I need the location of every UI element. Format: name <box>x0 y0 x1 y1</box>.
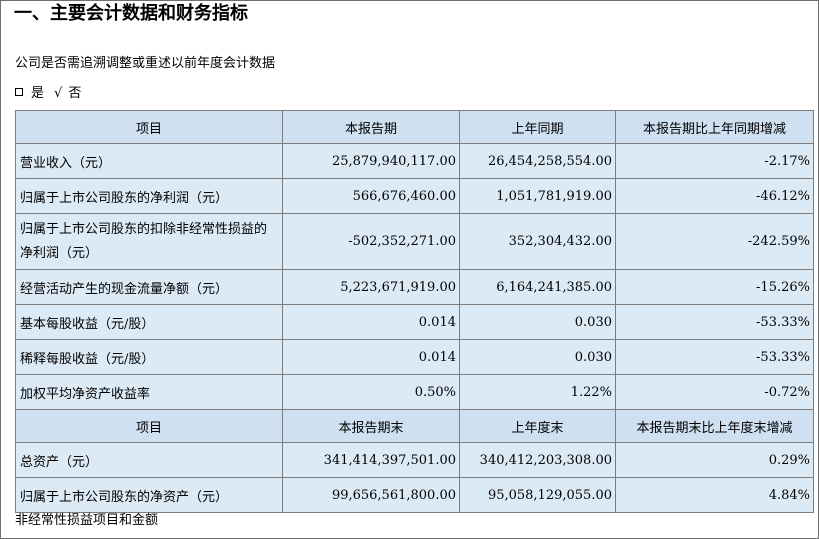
table-row: 营业收入（元） 25,879,940,117.00 26,454,258,554… <box>15 143 814 179</box>
non-recurring-items-heading: 非经常性损益项目和金额 <box>15 513 159 528</box>
row-prior: 6,164,241,385.00 <box>459 269 616 305</box>
row-current: 341,414,397,501.00 <box>282 442 460 478</box>
table-row: 稀释每股收益（元/股） 0.014 0.030 -53.33% <box>15 339 814 375</box>
row-current: 25,879,940,117.00 <box>282 143 460 179</box>
row-prior: 0.030 <box>459 339 616 375</box>
row-item: 加权平均净资产收益率 <box>15 374 283 410</box>
row-change: 0.29% <box>615 442 814 478</box>
table-row: 总资产（元） 341,414,397,501.00 340,412,203,30… <box>15 442 814 478</box>
row-item: 经营活动产生的现金流量净额（元） <box>15 269 283 305</box>
row-item: 总资产（元） <box>15 442 283 478</box>
row-change: -2.17% <box>615 143 814 179</box>
row-item: 基本每股收益（元/股） <box>15 304 283 340</box>
row-item: 归属于上市公司股东的净资产（元） <box>15 477 283 513</box>
row-prior: 340,412,203,308.00 <box>459 442 616 478</box>
table-row: 归属于上市公司股东的净资产（元） 99,656,561,800.00 95,05… <box>15 477 814 513</box>
table-row: 加权平均净资产收益率 0.50% 1.22% -0.72% <box>15 374 814 410</box>
row-current: 566,676,460.00 <box>282 178 460 214</box>
row-item: 稀释每股收益（元/股） <box>15 339 283 375</box>
section-title: 一、主要会计数据和财务指标 <box>14 3 248 24</box>
row-current: 0.50% <box>282 374 460 410</box>
row-prior: 1,051,781,919.00 <box>459 178 616 214</box>
yes-label: 是 <box>31 86 45 101</box>
row-prior: 352,304,432.00 <box>459 213 616 270</box>
restatement-question: 公司是否需追溯调整或重述以前年度会计数据 <box>15 56 276 71</box>
row-prior: 95,058,129,055.00 <box>459 477 616 513</box>
header-prior-period: 上年同期 <box>459 110 616 144</box>
row-change: -242.59% <box>615 213 814 270</box>
table-header-row: 项目 本报告期 上年同期 本报告期比上年同期增减 <box>15 110 814 144</box>
row-prior: 0.030 <box>459 304 616 340</box>
restatement-choice: 是 √ 否 <box>15 84 81 104</box>
row-change: -15.26% <box>615 269 814 305</box>
table-row: 基本每股收益（元/股） 0.014 0.030 -53.33% <box>15 304 814 340</box>
table-row: 归属于上市公司股东的净利润（元） 566,676,460.00 1,051,78… <box>15 178 814 214</box>
row-change: -46.12% <box>615 178 814 214</box>
table-header-row: 项目 本报告期末 上年度末 本报告期末比上年度末增减 <box>15 409 814 443</box>
row-item: 归属于上市公司股东的净利润（元） <box>15 178 283 214</box>
row-change: -53.33% <box>615 339 814 375</box>
row-prior: 1.22% <box>459 374 616 410</box>
check-mark-icon: √ <box>54 86 63 101</box>
header-item: 项目 <box>15 110 283 144</box>
checkbox-square-icon <box>15 88 23 96</box>
financial-indicators-table: 项目 本报告期 上年同期 本报告期比上年同期增减 营业收入（元） 25,879,… <box>15 110 814 513</box>
row-prior: 26,454,258,554.00 <box>459 143 616 179</box>
row-change: -53.33% <box>615 304 814 340</box>
header-item: 项目 <box>15 409 283 443</box>
row-item: 归属于上市公司股东的扣除非经常性损益的净利润（元） <box>15 213 283 270</box>
row-current: 0.014 <box>282 304 460 340</box>
row-item: 营业收入（元） <box>15 143 283 179</box>
header-prior-year-end: 上年度末 <box>459 409 616 443</box>
no-label: 否 <box>68 86 82 101</box>
header-change: 本报告期末比上年度末增减 <box>615 409 814 443</box>
header-current-period: 本报告期 <box>282 110 460 144</box>
header-period-end: 本报告期末 <box>282 409 460 443</box>
header-change: 本报告期比上年同期增减 <box>615 110 814 144</box>
table-row: 经营活动产生的现金流量净额（元） 5,223,671,919.00 6,164,… <box>15 269 814 305</box>
row-current: 0.014 <box>282 339 460 375</box>
row-current: 5,223,671,919.00 <box>282 269 460 305</box>
table-row: 归属于上市公司股东的扣除非经常性损益的净利润（元） -502,352,271.0… <box>15 213 814 270</box>
row-current: -502,352,271.00 <box>282 213 460 270</box>
row-change: -0.72% <box>615 374 814 410</box>
row-change: 4.84% <box>615 477 814 513</box>
row-current: 99,656,561,800.00 <box>282 477 460 513</box>
